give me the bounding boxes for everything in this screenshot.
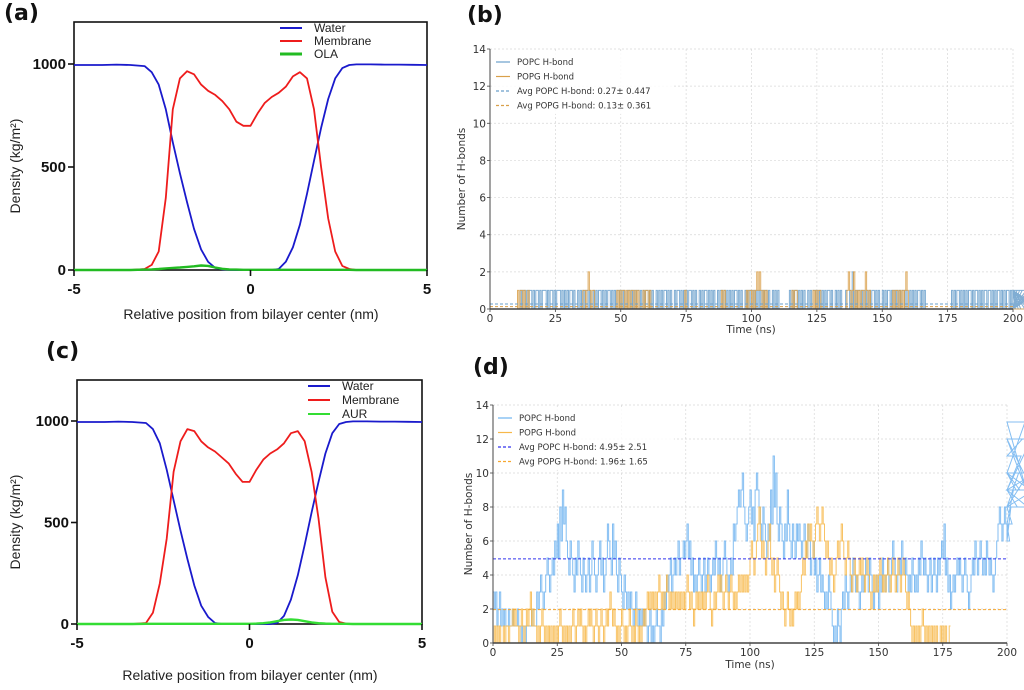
x-tick-label: 175 (933, 647, 953, 659)
plot-frame (76, 379, 423, 625)
y-tick-label: 1000 (36, 413, 69, 430)
x-tick-label: 100 (741, 313, 761, 325)
legend-label: POPG H-bond (517, 73, 574, 83)
x-axis-label: Time (ns) (724, 659, 774, 671)
x-tick-label: 150 (872, 313, 892, 325)
x-tick-label: 0 (490, 647, 497, 659)
y-axis-label: Number of H-bonds (463, 473, 475, 576)
legend-box (494, 408, 674, 470)
y-axis-label: Density (kg/m²) (7, 119, 23, 214)
x-tick-label: 200 (1003, 313, 1023, 325)
y-tick-label: 0 (482, 638, 489, 650)
y-tick-label: 2 (482, 604, 489, 616)
x-tick-label: 5 (418, 635, 426, 652)
y-tick-label: 0 (58, 262, 66, 279)
panel-d-hbonds-aur: (d) 0 2 4 6 8 10 12 14 0 25 50 75 100 125 150 175 200 POP… (463, 355, 1024, 671)
y-tick-label: 10 (473, 118, 486, 130)
y-tick-label: 4 (482, 570, 489, 582)
y-tick-label: 2 (479, 267, 486, 279)
panel-label-d: (d) (473, 355, 509, 380)
x-tick-label: -5 (70, 635, 83, 652)
x-tick-label: 25 (551, 647, 564, 659)
series-line-aur (77, 618, 422, 626)
x-tick-label: 0 (487, 313, 494, 325)
panel-label-a: (a) (4, 1, 39, 26)
y-tick-label: 8 (482, 502, 489, 514)
x-tick-label: 25 (549, 313, 562, 325)
y-tick-label: 0 (61, 616, 69, 633)
series-line-water (77, 420, 423, 625)
legend-label-ola: OLA (314, 47, 338, 61)
y-tick-label: 8 (479, 155, 486, 167)
y-tick-label: 14 (476, 400, 490, 412)
y-tick-label: 12 (473, 81, 486, 93)
y-tick-label: 4 (479, 230, 486, 242)
y-tick-label: 0 (479, 304, 486, 316)
panel-label-c: (c) (46, 339, 79, 364)
panel-label-b: (b) (467, 3, 503, 28)
x-tick-label: 175 (938, 313, 958, 325)
x-tick-label: 100 (740, 647, 760, 659)
panel-b-hbonds-ola: (b) 0 2 4 6 8 10 12 14 0 25 50 75 100 125 150 175 200 POP… (456, 3, 1024, 336)
legend-label: Avg POPG H-bond: 1.96± 1.65 (519, 458, 648, 468)
x-axis-label: Relative position from bilayer center (n… (123, 306, 378, 322)
legend-label-membrane: Membrane (314, 34, 372, 48)
legend-label-membrane: Membrane (342, 393, 400, 407)
legend-label: POPC H-bond (519, 414, 575, 424)
y-tick-label: 500 (41, 159, 66, 176)
y-tick-label: 10 (476, 468, 489, 480)
legend-label: POPG H-bond (519, 429, 576, 439)
x-tick-label: 50 (615, 647, 628, 659)
x-tick-label: 200 (997, 647, 1017, 659)
legend-label: POPC H-bond (517, 58, 573, 68)
series-line-membrane (74, 70, 427, 271)
x-tick-label: 0 (246, 281, 254, 298)
x-tick-label: 125 (804, 647, 824, 659)
legend-label-aur: AUR (342, 407, 368, 421)
x-tick-label: 125 (807, 313, 827, 325)
y-axis-label: Number of H-bonds (456, 128, 468, 231)
series-line-water (74, 63, 428, 271)
legend-box (492, 52, 672, 114)
x-tick-label: 75 (679, 647, 692, 659)
x-tick-label: 75 (679, 313, 692, 325)
y-tick-label: 500 (44, 515, 69, 532)
x-tick-label: 50 (614, 313, 627, 325)
legend-label: Avg POPG H-bond: 0.13± 0.361 (517, 102, 651, 112)
y-axis-label: Density (kg/m²) (7, 475, 23, 570)
x-tick-label: 5 (423, 281, 431, 298)
y-tick-label: 1000 (33, 56, 66, 73)
legend-label-water: Water (314, 21, 346, 35)
y-tick-label: 14 (473, 44, 487, 56)
legend-label: Avg POPC H-bond: 0.27± 0.447 (517, 87, 651, 97)
x-tick-label: 150 (868, 647, 888, 659)
legend-label: Avg POPC H-bond: 4.95± 2.51 (519, 443, 647, 453)
series-line-popg-h-bond (493, 506, 951, 644)
x-tick-label: -5 (67, 281, 80, 298)
plot-frame (73, 21, 428, 271)
x-axis-label: Time (ns) (725, 324, 775, 336)
y-tick-label: 12 (476, 434, 489, 446)
legend-label-water: Water (342, 379, 374, 393)
series-line-ola (74, 264, 427, 272)
series-line-popc-h-bond (493, 421, 1024, 644)
x-tick-label: 0 (245, 635, 253, 652)
y-tick-label: 6 (482, 536, 489, 548)
x-axis-label: Relative position from bilayer center (n… (122, 667, 377, 683)
y-tick-label: 6 (479, 193, 486, 205)
series-line-membrane (77, 428, 422, 625)
